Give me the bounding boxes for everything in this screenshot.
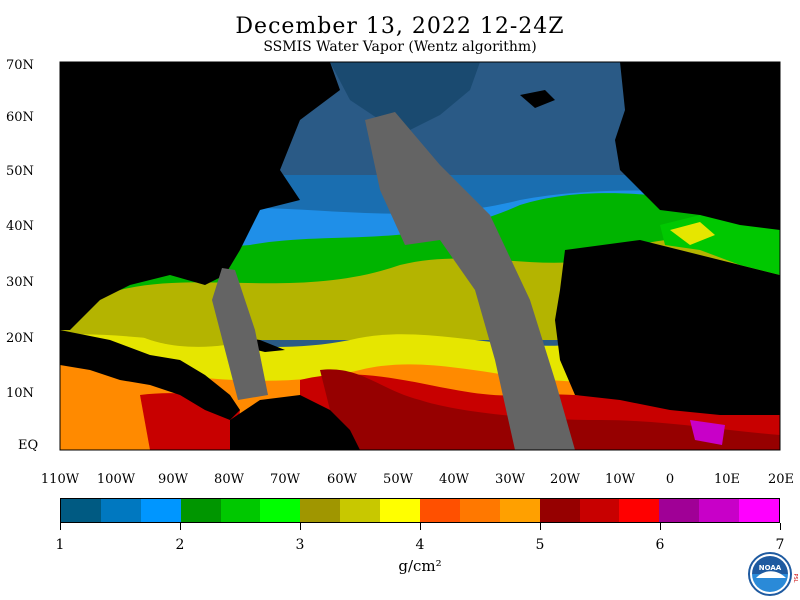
iceland — [520, 90, 555, 108]
lon-label: 30W — [495, 472, 525, 487]
colorbar-tick — [779, 523, 781, 530]
lon-label: 100W — [96, 472, 136, 487]
british-isles — [640, 135, 665, 172]
colorbar-tick — [419, 523, 421, 530]
lon-label: 110W — [40, 472, 80, 487]
lon-label: 80W — [214, 472, 244, 487]
colorbar-tick-label: 5 — [535, 537, 545, 553]
lat-label: 50N — [6, 164, 34, 179]
colorbar-swatch — [699, 499, 740, 522]
lat-label: 10N — [6, 386, 34, 401]
psl-logo-text: PSL — [792, 574, 798, 583]
colorbar-swatch — [260, 499, 301, 522]
central-america — [60, 330, 240, 420]
colorbar-swatch — [579, 499, 620, 522]
colorbar-swatch — [739, 499, 780, 522]
colorbar-tick — [659, 523, 661, 530]
colorbar-swatch — [539, 499, 580, 522]
lon-label: 0 — [665, 472, 675, 487]
colorbar-tick-label: 1 — [55, 537, 65, 553]
europe — [615, 62, 780, 240]
south-america — [230, 395, 360, 450]
gulf-region — [130, 284, 225, 347]
lon-label: 60W — [327, 472, 357, 487]
colorbar-swatch — [140, 499, 181, 522]
colorbar-swatch — [300, 499, 341, 522]
lat-label: EQ — [18, 438, 39, 453]
colorbar — [60, 498, 780, 523]
band-magenta — [690, 420, 725, 445]
colorbar-swatch — [459, 499, 500, 522]
lon-label: 50W — [383, 472, 413, 487]
lon-label: 40W — [439, 472, 469, 487]
lon-label: 10E — [713, 472, 741, 487]
colorbar-swatch — [61, 499, 101, 522]
colorbar-tick-label: 2 — [175, 537, 185, 553]
colorbar-tick-label: 3 — [295, 537, 305, 553]
colorbar-tick — [179, 523, 181, 530]
greenland — [330, 62, 480, 130]
lon-label: 70W — [270, 472, 300, 487]
lat-label: 30N — [6, 275, 34, 290]
north-america — [60, 62, 340, 330]
colorbar-tick — [59, 523, 61, 530]
colorbar-swatch — [499, 499, 540, 522]
map-subtitle: SSMIS Water Vapor (Wentz algorithm) — [263, 39, 537, 55]
colorbar-swatch — [380, 499, 421, 522]
noaa-logo-text: NOAA — [759, 564, 782, 572]
colorbar-swatch — [180, 499, 221, 522]
africa — [555, 240, 780, 415]
swath-gap-west — [212, 268, 268, 400]
lon-label: 20E — [767, 472, 795, 487]
colorbar-swatch — [220, 499, 261, 522]
lat-label: 60N — [6, 110, 34, 125]
lat-label: 20N — [6, 331, 34, 346]
lon-label: 90W — [158, 472, 188, 487]
colorbar-tick-label: 6 — [655, 537, 665, 553]
colorbar-tick-label: 7 — [775, 537, 785, 553]
lon-label: 20W — [550, 472, 580, 487]
colorbar-tick-label: 4 — [415, 537, 425, 553]
lon-label: 10W — [605, 472, 635, 487]
colorbar-tick — [299, 523, 301, 530]
map-title: December 13, 2022 12-24Z — [235, 14, 565, 39]
lat-label: 40N — [6, 219, 34, 234]
colorbar-swatch — [420, 499, 460, 522]
colorbar-units: g/cm² — [398, 557, 442, 575]
mediterranean-yellow — [670, 222, 715, 245]
swath-gap-east — [365, 112, 575, 450]
band-dark-red — [320, 369, 780, 450]
colorbar-swatch — [100, 499, 141, 522]
colorbar-swatch — [659, 499, 700, 522]
noaa-logo: NOAA PSL — [748, 552, 798, 596]
colorbar-tick — [539, 523, 541, 530]
colorbar-swatch — [619, 499, 660, 522]
colorbar-swatch — [340, 499, 381, 522]
lat-label: 70N — [6, 58, 34, 73]
